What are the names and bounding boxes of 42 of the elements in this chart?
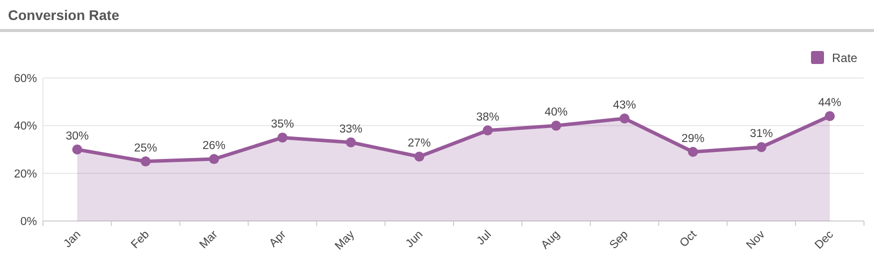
data-label: 30% (66, 130, 89, 142)
data-label: 44% (818, 97, 842, 110)
point (209, 154, 220, 164)
point (72, 144, 82, 154)
x-tick-label: Oct (678, 228, 700, 250)
point (688, 146, 698, 157)
data-label: 43% (613, 100, 636, 112)
data-label: 25% (134, 142, 158, 154)
point (824, 111, 835, 122)
y-tick-label: 60% (14, 73, 37, 85)
data-label: 31% (750, 128, 773, 140)
y-tick-label: 20% (14, 168, 37, 180)
point (551, 120, 562, 131)
chart-title: Conversion Rate (8, 7, 120, 23)
x-tick-label: Feb (129, 228, 152, 252)
x-tick-label: Mar (198, 228, 220, 252)
x-tick-label: Sep (608, 228, 631, 252)
x-tick-label: Nov (744, 228, 768, 252)
data-label: 27% (408, 138, 431, 150)
x-tick-label: Dec (812, 228, 836, 252)
x-tick-label: Apr (267, 228, 289, 250)
data-label: 26% (202, 140, 226, 152)
data-label: 38% (476, 111, 500, 124)
x-tick-label: Aug (539, 228, 562, 252)
point (277, 132, 288, 143)
point (346, 137, 356, 148)
x-tick-label: Jul (474, 228, 494, 248)
data-label: 29% (681, 132, 704, 145)
y-tick-label: 0% (20, 216, 37, 228)
data-label: 33% (339, 123, 362, 136)
legend-label: Rate (832, 51, 858, 65)
point (482, 125, 493, 136)
point (620, 114, 630, 124)
data-label: 35% (270, 118, 294, 131)
y-tick-label: 40% (14, 120, 37, 133)
point (756, 142, 766, 152)
x-tick-label: Jun (404, 228, 426, 250)
x-tick-label: May (333, 228, 358, 252)
point (414, 152, 424, 162)
point (140, 156, 151, 166)
x-tick-label: Jan (62, 228, 84, 250)
data-label: 40% (544, 106, 568, 119)
